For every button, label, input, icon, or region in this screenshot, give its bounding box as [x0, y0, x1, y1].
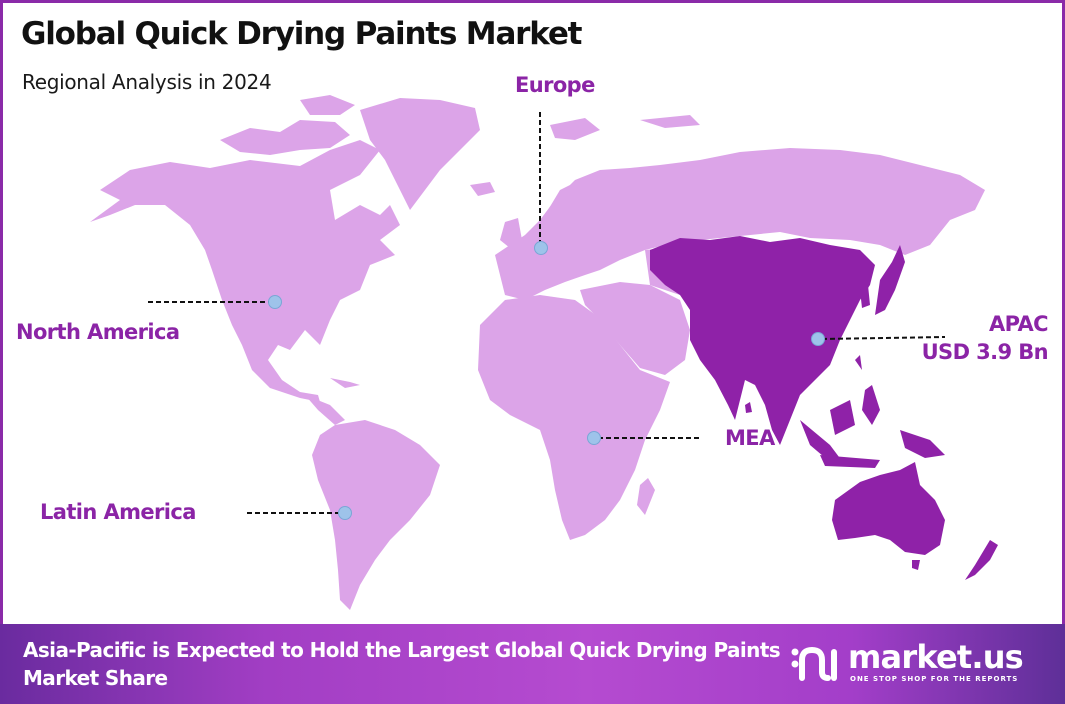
- market-us-logo[interactable]: market.us ONE STOP SHOP FOR THE REPORTS: [790, 638, 1050, 690]
- market-us-logo-icon: [791, 646, 837, 681]
- middle-east-shape: [580, 282, 690, 375]
- marker-latin-america[interactable]: [338, 506, 352, 520]
- page-subtitle: Regional Analysis in 2024: [22, 70, 272, 94]
- leader-lines: [148, 112, 946, 514]
- logo-tagline: ONE STOP SHOP FOR THE REPORTS: [850, 675, 1019, 683]
- region-label-apac-value: USD 3.9 Bn: [921, 340, 1049, 364]
- region-label-latin-america: Latin America: [40, 500, 196, 524]
- markers: [268, 241, 825, 520]
- region-label-north-america: North America: [16, 320, 180, 344]
- leader-line-apac: [821, 336, 946, 340]
- banner-text: Asia-Pacific is Expected to Hold the Lar…: [23, 638, 781, 690]
- marker-europe[interactable]: [534, 241, 548, 255]
- page-title: Global Quick Drying Paints Market: [21, 16, 582, 52]
- region-label-apac: APAC USD 3.9 Bn: [921, 310, 1049, 366]
- south-america-shape: [312, 420, 440, 610]
- land-highlight-apac: [650, 236, 998, 580]
- region-label-apac-name: APAC: [989, 312, 1049, 336]
- footer-banner: Asia-Pacific is Expected to Hold the Lar…: [0, 624, 1065, 704]
- region-label-europe: Europe: [515, 73, 595, 97]
- africa-shape: [478, 295, 670, 540]
- asia-pacific-shape: [650, 236, 875, 445]
- greenland-shape: [360, 98, 480, 210]
- north-america-shape: [90, 140, 400, 402]
- logo-wordmark: market.us: [848, 638, 1024, 676]
- marker-north-america[interactable]: [268, 295, 282, 309]
- europe-russia-shape: [495, 148, 985, 300]
- marker-mea[interactable]: [587, 431, 601, 445]
- land-default: [90, 95, 985, 610]
- marker-apac[interactable]: [811, 332, 825, 346]
- region-label-mea: MEA: [725, 426, 775, 450]
- world-map: [90, 95, 998, 610]
- australia-shape: [832, 462, 945, 555]
